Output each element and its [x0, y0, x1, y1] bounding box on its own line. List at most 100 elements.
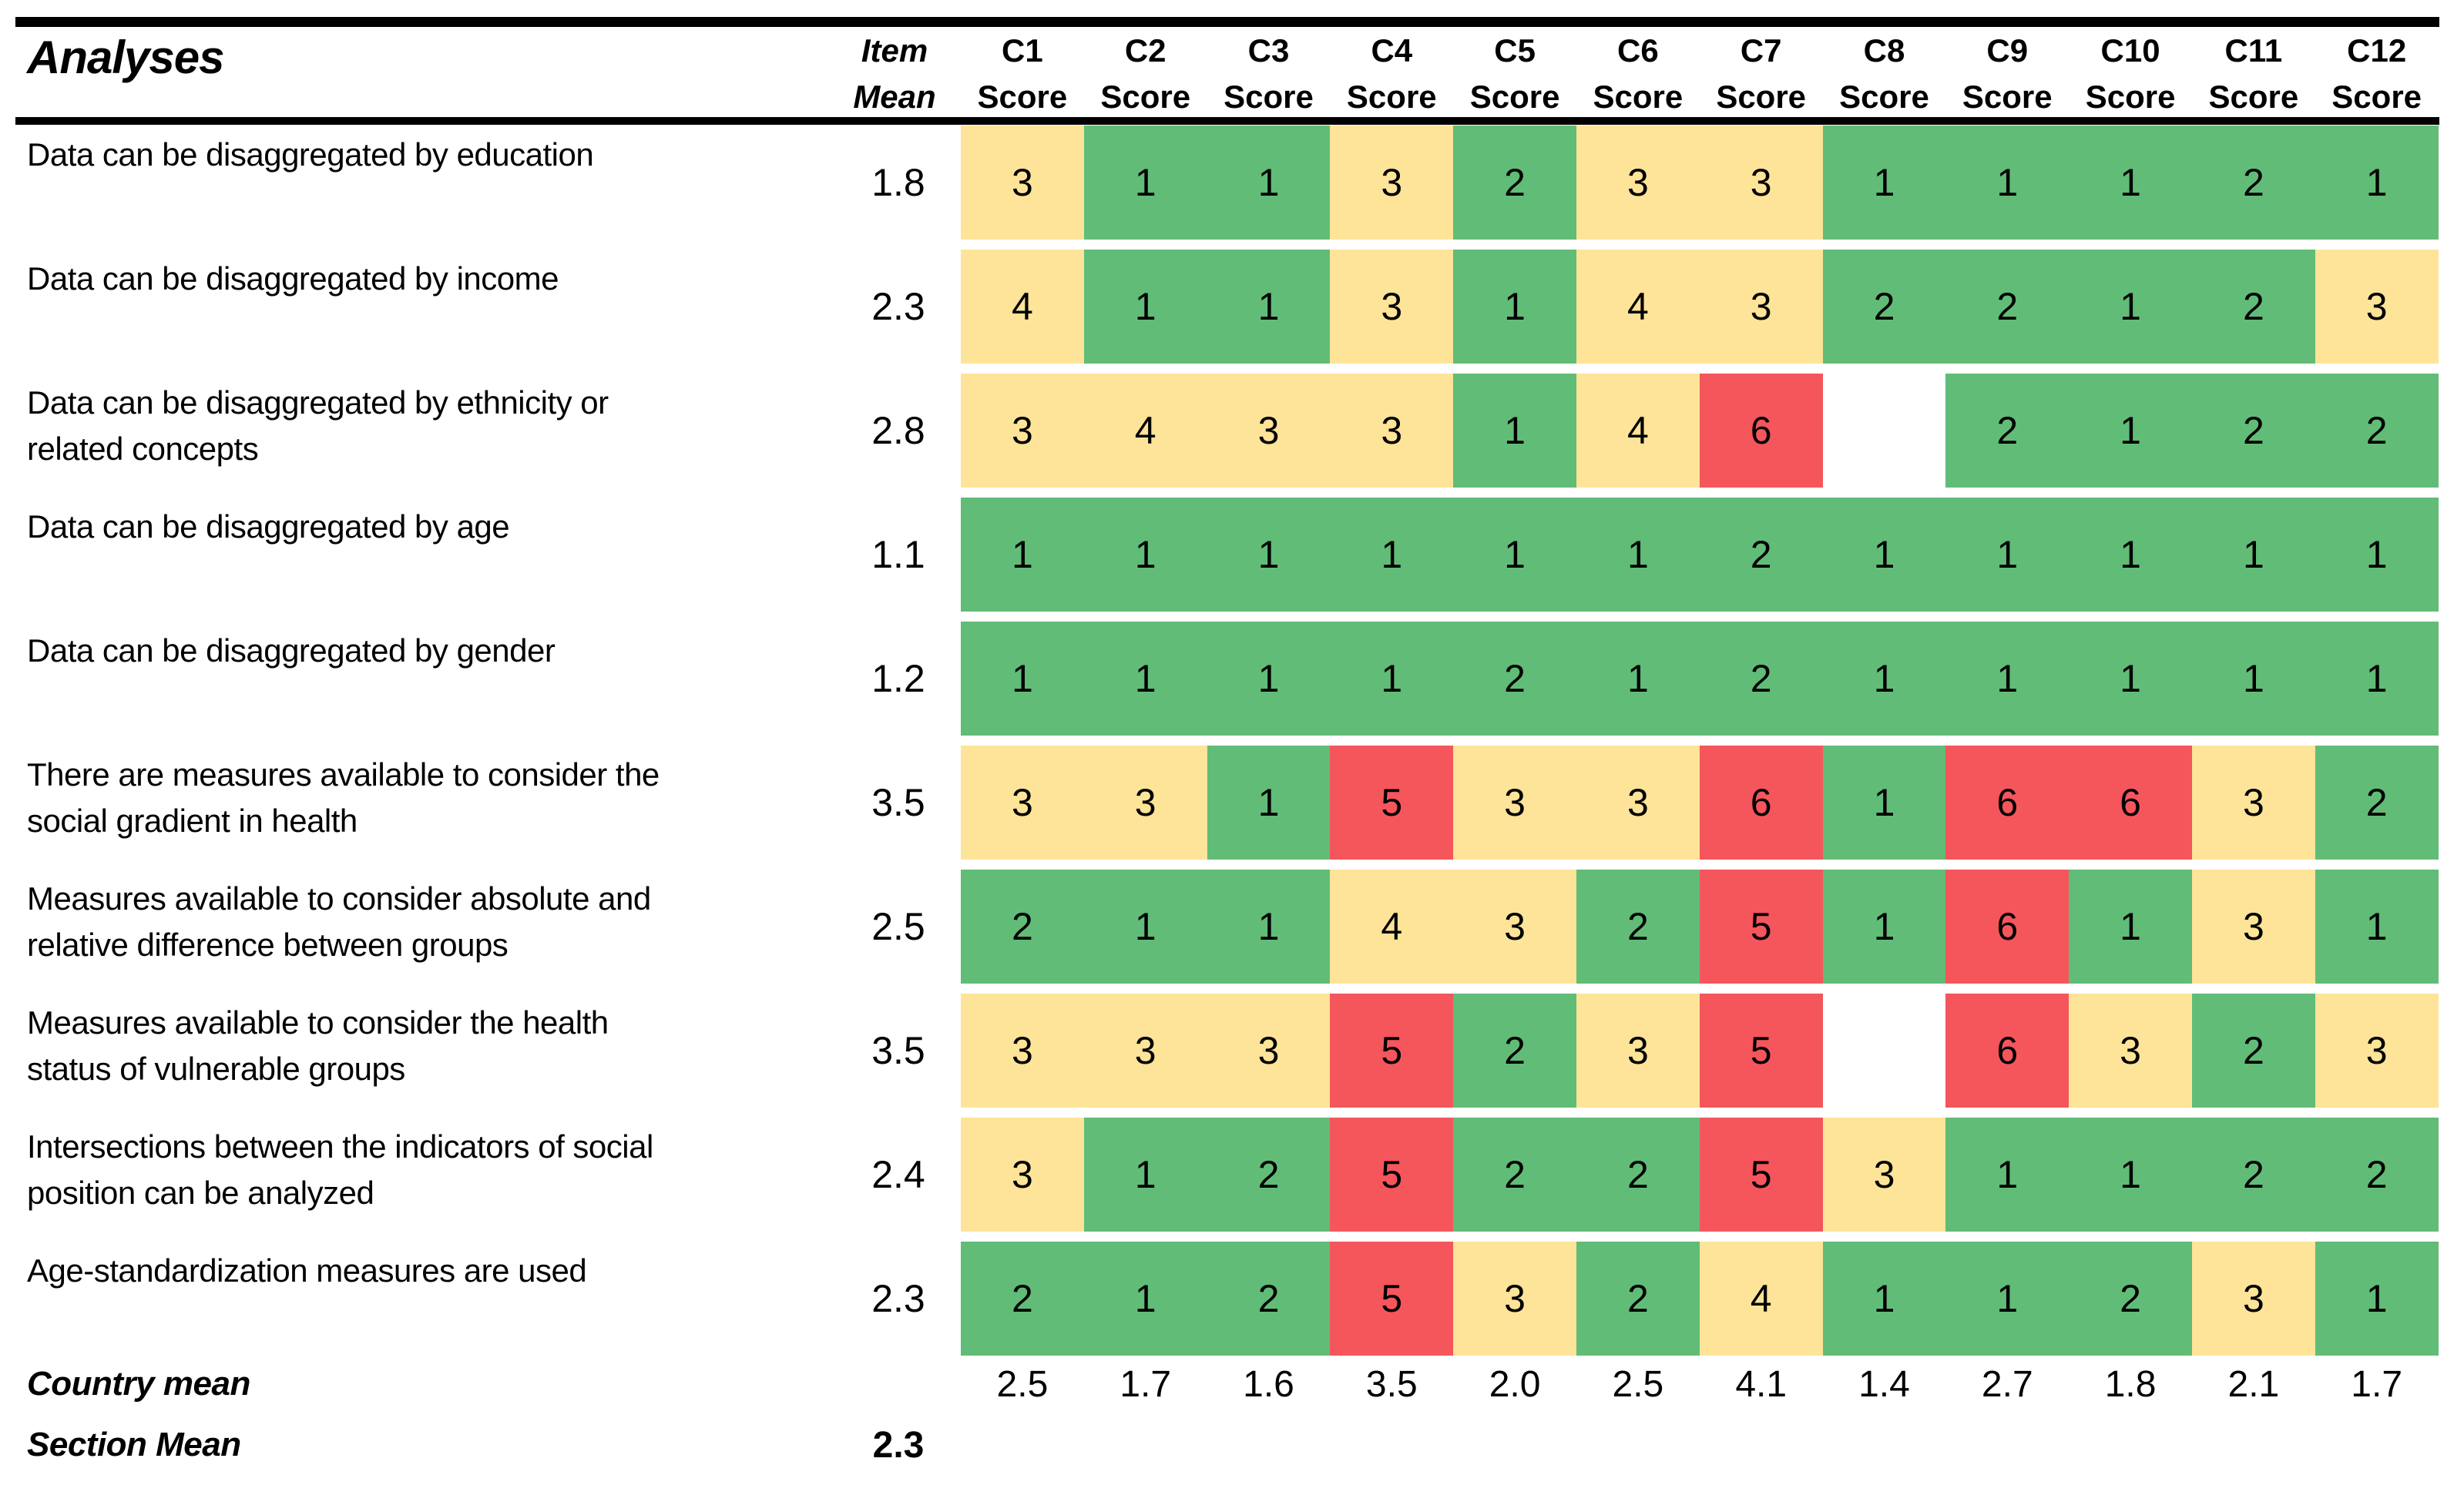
score-cell: 5 [1330, 994, 1454, 1108]
country-mean-value: 1.4 [1858, 1363, 1910, 1405]
column-header: C6 Score [1576, 28, 1700, 120]
country-mean-value: 1.7 [2351, 1363, 2403, 1405]
column-id: C4 [1371, 32, 1413, 69]
row-label: Measures available to consider absolute … [27, 880, 651, 963]
score-cell: 2 [1576, 1242, 1700, 1356]
column-sub-label: Score [2331, 79, 2422, 115]
score-cell: 6 [1945, 994, 2070, 1108]
column-id: C12 [2347, 32, 2407, 69]
score-cell: 1 [1207, 746, 1331, 860]
table-row: Measures available to consider the healt… [23, 994, 2439, 1108]
score-cell: 1 [1330, 622, 1454, 736]
score-cell: 1 [961, 498, 1084, 612]
score-cell: 1 [1207, 870, 1331, 984]
score-cell: 2 [961, 870, 1084, 984]
column-header: C1 Score [961, 28, 1084, 120]
score-cell: 1 [1207, 622, 1331, 736]
score-cell: 2 [2069, 1242, 2192, 1356]
score-cell: 6 [2069, 746, 2192, 860]
item-mean-value: 1.8 [871, 161, 925, 204]
score-cell: 5 [1330, 1118, 1454, 1232]
score-cell: 2 [2191, 1118, 2315, 1232]
score-cell: 1 [2315, 622, 2439, 736]
item-mean-value: 2.3 [871, 285, 925, 328]
section-mean-label: Section Mean [27, 1426, 241, 1463]
country-mean-value: 3.5 [1365, 1363, 1418, 1405]
score-cell: 1 [2069, 250, 2192, 364]
score-cell: 3 [1576, 994, 1700, 1108]
score-cell: 1 [1822, 498, 1946, 612]
country-mean-label: Country mean [27, 1365, 250, 1403]
item-mean-value: 2.3 [871, 1277, 925, 1320]
score-cell: 1 [1945, 498, 2070, 612]
score-cell: 3 [1207, 994, 1331, 1108]
score-cell: 1 [2069, 374, 2192, 488]
column-sub-label: Score [1593, 79, 1684, 115]
score-cell: 1 [1453, 250, 1576, 364]
score-cell: 2 [2191, 994, 2315, 1108]
score-cell: 1 [2315, 870, 2439, 984]
column-id: C10 [2100, 32, 2160, 69]
score-cell: 1 [2069, 1118, 2192, 1232]
score-cell: 2 [1207, 1118, 1331, 1232]
table-row: Data can be disaggregated by education 1.… [23, 126, 2439, 240]
score-cell: 2 [1576, 1118, 1700, 1232]
score-cell: 3 [1453, 1242, 1576, 1356]
row-label: Data can be disaggregated by ethnicity o… [27, 384, 609, 467]
score-cell: 3 [1822, 1118, 1946, 1232]
column-id: C8 [1863, 32, 1905, 69]
row-label: Age-standardization measures are used [27, 1252, 587, 1289]
item-mean-value: 2.4 [871, 1153, 925, 1196]
score-cell: 3 [1330, 374, 1454, 488]
item-mean-value: 2.8 [871, 409, 925, 452]
score-cell: 1 [1945, 622, 2070, 736]
score-cell: 2 [1207, 1242, 1331, 1356]
score-cell: 1 [2315, 498, 2439, 612]
column-id: C3 [1247, 32, 1290, 69]
column-header: C9 Score [1945, 28, 2069, 120]
score-cell: 3 [1453, 746, 1576, 860]
item-mean-header: Item Mean [828, 28, 961, 120]
column-headers: C1 Score C2 Score C3 Score C4 Score C5 Score C6 Sco… [961, 28, 2439, 120]
score-cell: 3 [961, 1118, 1084, 1232]
country-mean-row: Country mean 2.5 1.7 1.6 3.5 2.0 2.5 4.1 1.4 2.7… [23, 1363, 2439, 1405]
item-mean-value: 1.2 [871, 657, 925, 700]
score-cell: 1 [2069, 870, 2192, 984]
table-row: Data can be disaggregated by age 1.1 1 1 1 1 1… [23, 498, 2439, 612]
country-mean-value: 1.7 [1120, 1363, 1172, 1405]
score-cell: 5 [1699, 870, 1823, 984]
column-id: C5 [1494, 32, 1536, 69]
score-cell: 1 [2191, 622, 2315, 736]
score-cell: 1 [2191, 498, 2315, 612]
column-header: C4 Score [1330, 28, 1453, 120]
column-id: C9 [1986, 32, 2029, 69]
column-id: C7 [1740, 32, 1782, 69]
score-cell: 2 [2315, 746, 2439, 860]
header-rule [15, 117, 2439, 125]
score-cell: 5 [1330, 1242, 1454, 1356]
score-cell: 6 [1945, 870, 2070, 984]
score-cell: 4 [1083, 374, 1207, 488]
score-cell: 1 [1822, 1242, 1946, 1356]
score-cell: 3 [1083, 994, 1207, 1108]
column-header: C7 Score [1700, 28, 1823, 120]
score-cell: 3 [2069, 994, 2192, 1108]
score-cell: 1 [1453, 498, 1576, 612]
score-cell: 1 [1083, 622, 1207, 736]
score-cell: 1 [1576, 622, 1700, 736]
score-cell: 2 [1945, 374, 2070, 488]
column-sub-label: Score [2085, 79, 2176, 115]
column-id: C2 [1124, 32, 1167, 69]
score-cell: 6 [1699, 374, 1823, 488]
score-cell: 2 [2191, 126, 2315, 240]
score-cell: 3 [1330, 126, 1454, 240]
score-cell: 3 [1330, 250, 1454, 364]
country-mean-value: 4.1 [1735, 1363, 1788, 1405]
score-cell: 2 [1453, 622, 1576, 736]
score-cell: 1 [2069, 622, 2192, 736]
score-cell: 3 [1576, 126, 1700, 240]
table-row: Data can be disaggregated by ethnicity o… [23, 374, 2439, 488]
row-label: Measures available to consider the healt… [27, 1004, 609, 1087]
column-sub-label: Score [1469, 79, 1560, 115]
score-cell: 3 [961, 746, 1084, 860]
